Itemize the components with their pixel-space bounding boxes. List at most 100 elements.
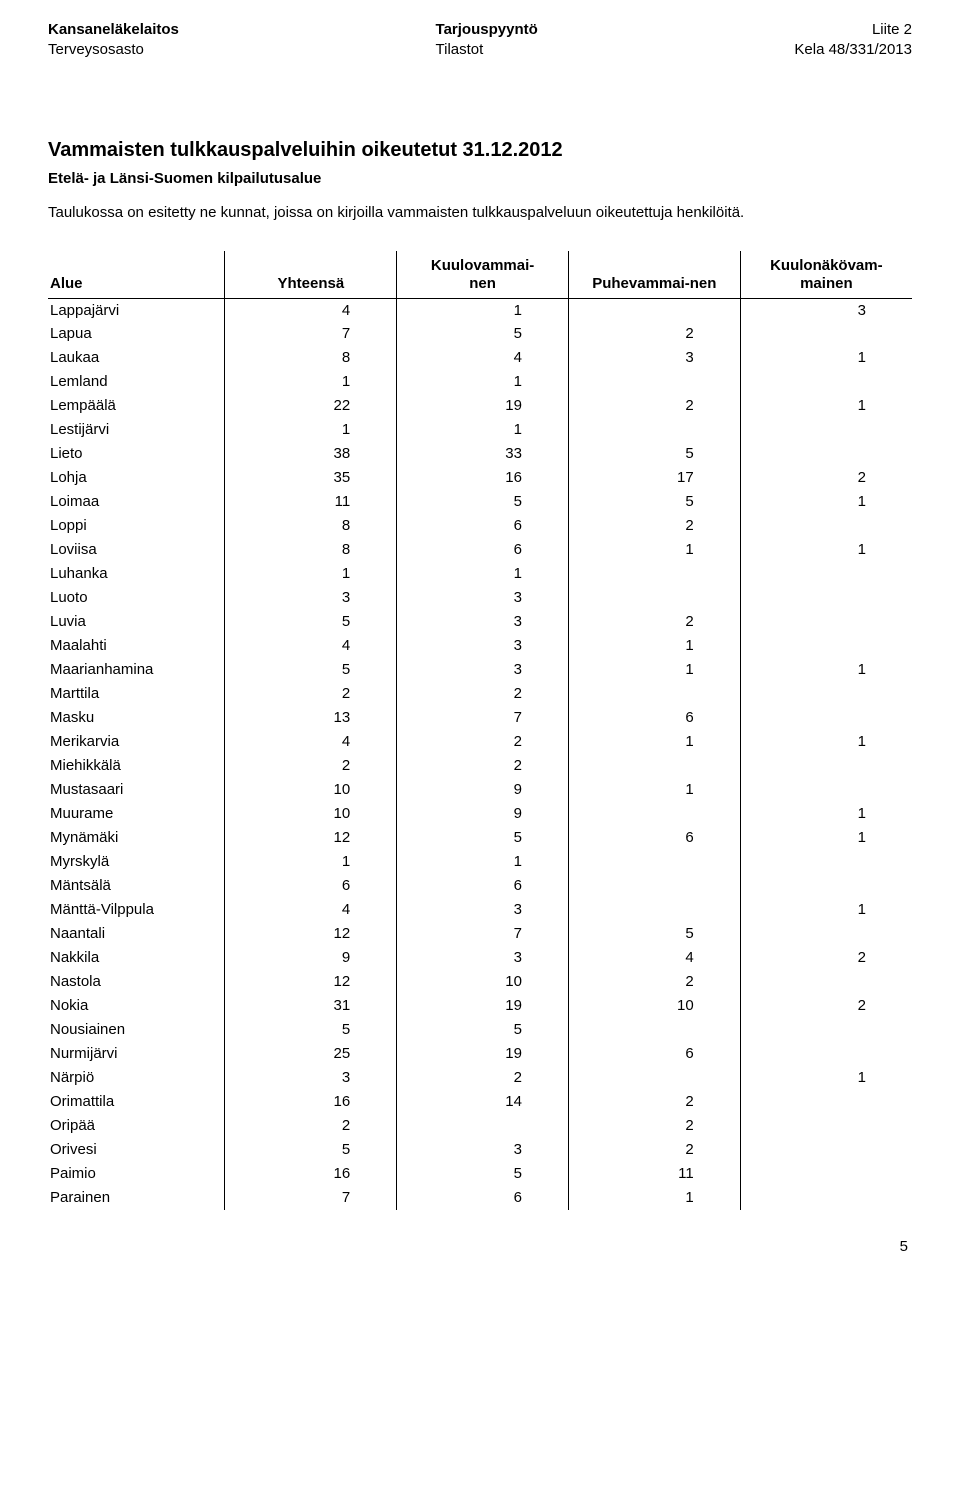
table-cell	[568, 754, 740, 778]
table-cell: 2	[568, 514, 740, 538]
table-cell: 1	[397, 298, 569, 322]
table-cell: 3	[397, 898, 569, 922]
table-row: Mäntsälä66	[48, 874, 912, 898]
table-cell: Mynämäki	[48, 826, 225, 850]
table-cell: 2	[568, 1114, 740, 1138]
table-cell: Nakkila	[48, 946, 225, 970]
table-cell: 1	[225, 370, 397, 394]
table-cell: 14	[397, 1090, 569, 1114]
table-cell: 6	[568, 706, 740, 730]
table-row: Myrskylä11	[48, 850, 912, 874]
table-row: Lieto38335	[48, 442, 912, 466]
table-cell	[397, 1114, 569, 1138]
table-cell: Naantali	[48, 922, 225, 946]
table-cell: 1	[225, 562, 397, 586]
table-cell: Loimaa	[48, 490, 225, 514]
table-cell: Luoto	[48, 586, 225, 610]
table-cell: 2	[225, 1114, 397, 1138]
table-cell: 2	[225, 754, 397, 778]
table-cell: Orimattila	[48, 1090, 225, 1114]
table-cell	[740, 610, 912, 634]
table-cell	[740, 1018, 912, 1042]
table-cell	[568, 562, 740, 586]
table-cell: Parainen	[48, 1186, 225, 1210]
table-cell: Mustasaari	[48, 778, 225, 802]
table-row: Oripää22	[48, 1114, 912, 1138]
table-cell: Laukaa	[48, 346, 225, 370]
col-kuulonakovammainen: Kuulonäkövam- mainen	[740, 251, 912, 298]
table-cell	[740, 1138, 912, 1162]
col-kuulovammainen: Kuulovammai- nen	[397, 251, 569, 298]
table-row: Paimio16511	[48, 1162, 912, 1186]
header-org: Kansaneläkelaitos	[48, 20, 179, 40]
table-cell: 5	[225, 1018, 397, 1042]
table-cell: Lappajärvi	[48, 298, 225, 322]
table-row: Lohja3516172	[48, 466, 912, 490]
table-cell: 7	[225, 1186, 397, 1210]
table-cell: 1	[568, 730, 740, 754]
table-cell: 2	[740, 466, 912, 490]
table-cell: 5	[397, 322, 569, 346]
table-cell: 38	[225, 442, 397, 466]
table-cell: 1	[568, 1186, 740, 1210]
table-cell	[740, 514, 912, 538]
table-cell: Paimio	[48, 1162, 225, 1186]
col-puhevammainen: Puhevammai-nen	[568, 251, 740, 298]
table-cell: 8	[225, 514, 397, 538]
table-cell: Lohja	[48, 466, 225, 490]
table-cell: 1	[568, 658, 740, 682]
table-cell: 5	[568, 490, 740, 514]
table-cell: Lemland	[48, 370, 225, 394]
table-cell: 3	[397, 658, 569, 682]
page-number: 5	[48, 1238, 912, 1255]
table-cell	[740, 922, 912, 946]
header-left: Kansaneläkelaitos Terveysosasto	[48, 20, 179, 59]
table-row: Loviisa8611	[48, 538, 912, 562]
table-cell: Lempäälä	[48, 394, 225, 418]
document-page: Kansaneläkelaitos Terveysosasto Tarjousp…	[0, 0, 960, 1295]
table-cell	[740, 874, 912, 898]
table-cell: 2	[397, 730, 569, 754]
table-cell	[740, 1042, 912, 1066]
table-row: Loppi862	[48, 514, 912, 538]
table-cell	[568, 586, 740, 610]
page-description: Taulukossa on esitetty ne kunnat, joissa…	[48, 203, 868, 223]
table-cell: 5	[568, 922, 740, 946]
table-cell: 2	[568, 1090, 740, 1114]
table-cell: Närpiö	[48, 1066, 225, 1090]
table-cell: 5	[397, 826, 569, 850]
table-cell: 12	[225, 970, 397, 994]
table-cell: Loviisa	[48, 538, 225, 562]
table-cell: Marttila	[48, 682, 225, 706]
table-row: Närpiö321	[48, 1066, 912, 1090]
table-cell: 6	[225, 874, 397, 898]
table-cell: Nurmijärvi	[48, 1042, 225, 1066]
table-cell: 16	[225, 1090, 397, 1114]
table-row: Miehikkälä22	[48, 754, 912, 778]
col-alue: Alue	[48, 251, 225, 298]
table-cell	[740, 586, 912, 610]
table-cell: 1	[740, 802, 912, 826]
table-cell: Myrskylä	[48, 850, 225, 874]
table-cell: 10	[397, 970, 569, 994]
table-cell: Nokia	[48, 994, 225, 1018]
table-cell	[740, 970, 912, 994]
table-row: Laukaa8431	[48, 346, 912, 370]
table-cell: 2	[397, 1066, 569, 1090]
table-cell: 6	[397, 1186, 569, 1210]
table-cell: 1	[740, 826, 912, 850]
table-cell: 3	[568, 346, 740, 370]
table-cell: 5	[225, 1138, 397, 1162]
table-cell	[740, 754, 912, 778]
header-section: Tilastot	[436, 40, 538, 60]
table-cell: 6	[568, 826, 740, 850]
table-row: Merikarvia4211	[48, 730, 912, 754]
data-table: Alue Yhteensä Kuulovammai- nen Puhevamma…	[48, 251, 912, 1210]
table-row: Loimaa11551	[48, 490, 912, 514]
table-cell: Miehikkälä	[48, 754, 225, 778]
table-cell: 7	[397, 922, 569, 946]
table-cell: 5	[568, 442, 740, 466]
table-cell	[740, 850, 912, 874]
table-cell: Merikarvia	[48, 730, 225, 754]
table-cell: 11	[568, 1162, 740, 1186]
